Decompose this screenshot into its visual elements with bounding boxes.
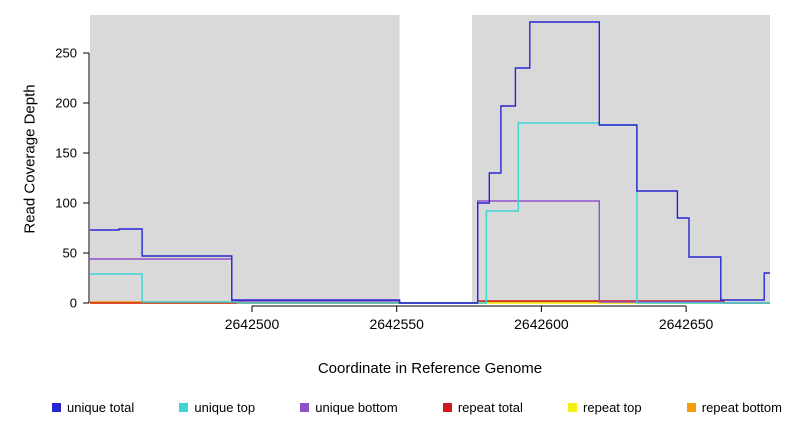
legend-item-unique-total: unique total xyxy=(52,400,134,415)
legend: unique total unique top unique bottom repea… xyxy=(0,400,792,415)
legend-swatch-unique-total xyxy=(52,403,61,412)
legend-label-repeat-bottom: repeat bottom xyxy=(701,400,782,415)
x-tick-label: 2642650 xyxy=(659,316,714,332)
legend-label-repeat-total: repeat total xyxy=(457,400,523,415)
legend-item-repeat-bottom: repeat bottom xyxy=(686,400,782,415)
legend-swatch-unique-bottom xyxy=(300,403,310,412)
legend-label-unique-total: unique total xyxy=(67,400,135,415)
series-line-unique-total xyxy=(90,21,770,304)
legend-swatch-repeat-top xyxy=(568,403,578,412)
legend-label-unique-top: unique top xyxy=(194,400,256,415)
legend-item-unique-top: unique top xyxy=(179,400,255,415)
legend-label-repeat-top: repeat top xyxy=(583,400,642,415)
shaded-region xyxy=(90,15,400,303)
shaded-region xyxy=(472,15,770,303)
legend-item-repeat-total: repeat total xyxy=(442,400,523,415)
legend-swatch-unique-top xyxy=(179,403,189,412)
y-tick-label: 0 xyxy=(70,296,77,311)
y-tick-label: 50 xyxy=(63,246,77,261)
x-axis-title: Coordinate in Reference Genome xyxy=(317,360,543,377)
x-tick-label: 2642600 xyxy=(514,316,569,332)
legend-swatch-repeat-bottom xyxy=(686,403,696,412)
legend-item-repeat-top: repeat top xyxy=(568,400,642,415)
y-tick-label: 100 xyxy=(55,196,77,211)
chart-canvas: 0 50 100 150 200 250 2642500 2642550 2642600 2642… xyxy=(55,15,770,332)
x-tick-label: 2642550 xyxy=(369,316,424,332)
x-tick-label: 2642500 xyxy=(225,316,280,332)
legend-item-unique-bottom: unique bottom xyxy=(300,400,398,415)
y-tick-label: 150 xyxy=(55,146,77,161)
legend-label-unique-bottom: unique bottom xyxy=(315,400,398,415)
y-tick-label: 200 xyxy=(55,96,77,111)
y-tick-label: 250 xyxy=(55,46,77,61)
legend-swatch-repeat-total xyxy=(442,403,452,412)
y-axis-title: Read Coverage Depth xyxy=(21,84,39,234)
